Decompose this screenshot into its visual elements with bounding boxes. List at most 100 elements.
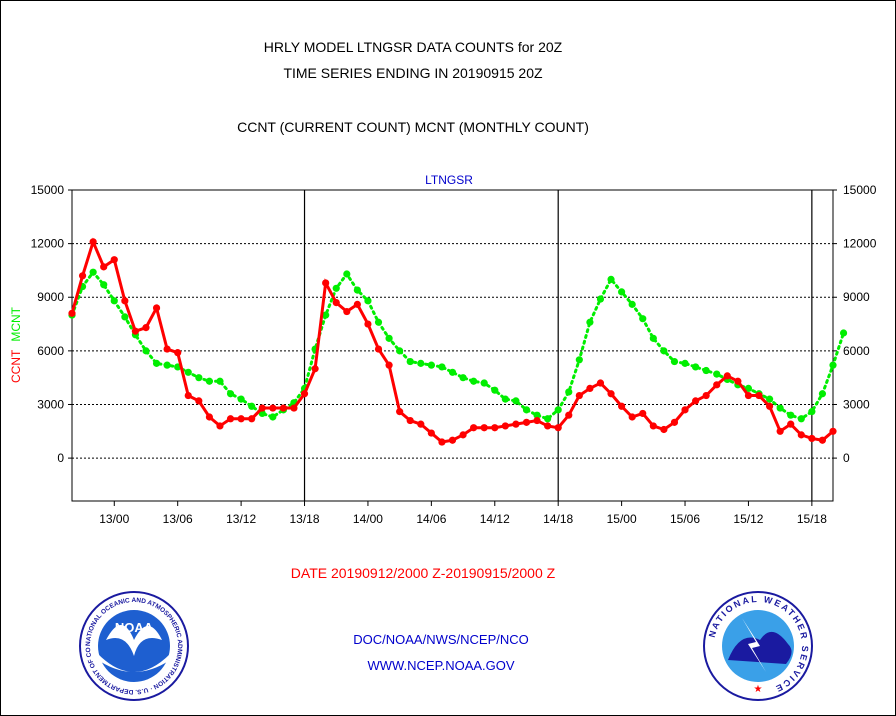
- data-point-mcnt: [216, 377, 224, 385]
- data-point-mcnt: [226, 390, 235, 398]
- data-point-mcnt: [152, 359, 161, 367]
- data-point-ccnt: [152, 304, 161, 312]
- noaa-ring-text: NATIONAL OCEANIC AND ATMOSPHERIC ADMINIS…: [0, 0, 183, 695]
- data-point-ccnt: [216, 422, 224, 430]
- data-point-mcnt: [248, 402, 256, 410]
- data-point-ccnt: [174, 349, 182, 357]
- x-tick-label: 13/06: [163, 512, 193, 526]
- x-tick-layer: 13/00 13/06 13/12 13/18 14/00 14/06 14/12 14/18…: [99, 501, 827, 526]
- data-point-mcnt: [491, 386, 499, 394]
- y-tick-label-right: 3000: [843, 397, 870, 411]
- data-point-ccnt: [396, 408, 404, 416]
- data-point-ccnt: [522, 418, 531, 426]
- y-tick-label-left: 0: [57, 451, 64, 465]
- data-point-ccnt: [364, 320, 372, 328]
- data-point-ccnt: [660, 425, 668, 434]
- data-point-mcnt: [691, 363, 700, 371]
- data-point-ccnt: [818, 436, 827, 444]
- data-point-ccnt: [121, 297, 129, 305]
- data-point-ccnt: [110, 256, 118, 264]
- data-point-mcnt: [512, 397, 520, 405]
- data-point-ccnt: [787, 420, 795, 428]
- data-point-mcnt: [818, 390, 827, 398]
- data-point-mcnt: [364, 297, 372, 305]
- data-point-ccnt: [184, 391, 192, 400]
- data-point-ccnt: [565, 411, 573, 419]
- data-point-ccnt: [163, 345, 171, 353]
- data-point-mcnt: [533, 411, 541, 419]
- data-point-mcnt: [522, 406, 531, 414]
- data-point-ccnt: [279, 404, 287, 412]
- data-point-mcnt: [607, 275, 615, 283]
- data-point-ccnt: [290, 404, 298, 412]
- x-tick-label: 15/00: [607, 512, 637, 526]
- y-tick-label-right: 15000: [843, 183, 877, 197]
- data-point-ccnt: [459, 431, 467, 439]
- data-point-mcnt: [269, 413, 277, 421]
- data-point-mcnt: [184, 368, 192, 376]
- series-layer: [68, 237, 848, 446]
- data-point-ccnt: [385, 361, 393, 369]
- data-point-ccnt: [448, 436, 457, 444]
- data-point-mcnt: [89, 268, 97, 276]
- data-point-mcnt: [448, 368, 457, 376]
- data-point-mcnt: [649, 334, 657, 342]
- data-point-ccnt: [554, 424, 562, 432]
- y-tick-label-left: 3000: [37, 397, 64, 411]
- data-point-mcnt: [406, 357, 414, 366]
- url-link[interactable]: WWW.NCEP.NOAA.GOV: [367, 658, 514, 673]
- y-tick-label-right: 6000: [843, 344, 870, 358]
- data-point-ccnt: [258, 404, 266, 412]
- data-point-ccnt: [713, 381, 721, 389]
- date-range-label: DATE 20190912/2000 Z-20190915/2000 Z: [291, 565, 556, 581]
- series-mcnt: [68, 268, 848, 423]
- data-point-mcnt: [163, 361, 171, 369]
- data-point-ccnt: [596, 379, 605, 387]
- plot-area: [71, 189, 834, 502]
- data-point-ccnt: [501, 422, 509, 430]
- x-tick-label: 15/06: [670, 512, 700, 526]
- plot-title: LTNGSR: [425, 173, 473, 187]
- data-point-mcnt: [575, 356, 583, 364]
- x-tick-label: 14/18: [543, 512, 573, 526]
- data-point-mcnt: [660, 347, 668, 355]
- data-point-mcnt: [565, 388, 573, 396]
- x-tick-label: 14/12: [480, 512, 510, 526]
- y-axis-label: CCNT MCNT: [9, 306, 23, 383]
- data-point-mcnt: [237, 395, 245, 403]
- y-tick-label-left: 9000: [37, 290, 64, 304]
- data-point-mcnt: [343, 270, 351, 278]
- nws-logo: NATIONAL WEATHER SERVICE ★: [703, 591, 813, 701]
- data-point-ccnt: [68, 309, 76, 317]
- data-point-mcnt: [205, 377, 214, 385]
- data-point-mcnt: [776, 404, 784, 412]
- data-point-ccnt: [723, 372, 731, 380]
- data-point-mcnt: [596, 295, 605, 303]
- data-point-mcnt: [639, 315, 647, 323]
- data-point-mcnt: [713, 370, 721, 378]
- data-point-mcnt: [787, 411, 795, 419]
- chart-title-line3: CCNT (CURRENT COUNT) MCNT (MONTHLY COUNT…: [237, 119, 589, 135]
- data-point-mcnt: [839, 329, 848, 337]
- data-point-ccnt: [670, 418, 679, 426]
- data-point-ccnt: [195, 397, 203, 405]
- data-point-mcnt: [628, 300, 636, 308]
- series-line-ccnt: [70, 237, 835, 444]
- series-ccnt: [68, 237, 837, 446]
- data-point-ccnt: [575, 391, 583, 400]
- data-point-mcnt: [396, 347, 404, 355]
- y-tick-layer: 0 0 3000 3000 6000 6000 9000 9000 12000 12000 1500…: [31, 183, 877, 465]
- data-point-ccnt: [755, 391, 763, 400]
- data-point-ccnt: [332, 299, 340, 307]
- chart-title-line1: HRLY MODEL LTNGSR DATA COUNTS for 20Z: [264, 39, 563, 55]
- data-point-ccnt: [544, 422, 552, 430]
- data-point-mcnt: [374, 318, 383, 326]
- data-point-ccnt: [427, 429, 435, 437]
- y-axis-label-mcnt: MCNT: [9, 306, 23, 341]
- grid-layer: [72, 243, 833, 459]
- data-point-mcnt: [470, 377, 478, 385]
- data-point-mcnt: [417, 359, 425, 367]
- data-point-ccnt: [131, 327, 140, 335]
- data-point-ccnt: [470, 424, 478, 432]
